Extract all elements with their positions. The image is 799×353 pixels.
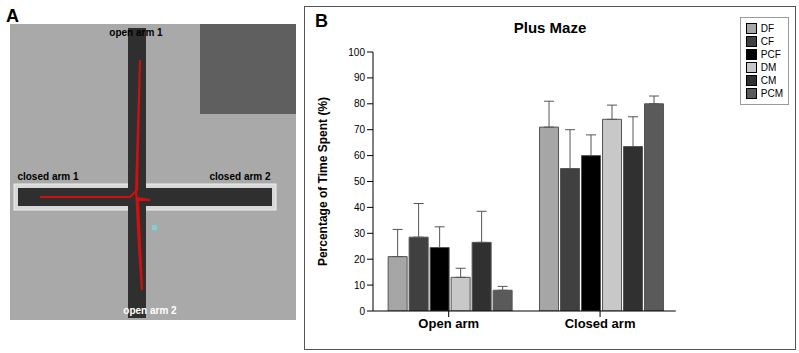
svg-text:A: A (6, 6, 19, 26)
svg-text:90: 90 (354, 72, 366, 83)
svg-text:Percentage of Time Spent (%): Percentage of Time Spent (%) (316, 97, 330, 266)
svg-text:Open arm: Open arm (418, 316, 479, 331)
svg-text:open arm 2: open arm 2 (123, 305, 177, 316)
svg-text:20: 20 (354, 254, 366, 265)
html-text:PCM: PCM (760, 88, 783, 99)
svg-text:0: 0 (359, 306, 365, 317)
html-text:DF: DF (760, 23, 775, 34)
html-text:DM: DM (760, 62, 777, 73)
svg-text:closed arm 1: closed arm 1 (17, 171, 79, 182)
svg-text:100: 100 (348, 47, 365, 58)
svg-text:60: 60 (354, 150, 366, 161)
svg-text:80: 80 (354, 98, 366, 109)
html-text:CM: CM (760, 75, 777, 86)
svg-text:open arm 1: open arm 1 (109, 27, 163, 38)
svg-text:Closed arm: Closed arm (565, 316, 636, 331)
html-text:B: B (315, 11, 328, 31)
svg-text:50: 50 (354, 176, 366, 187)
html-text:PCF: PCF (760, 49, 781, 60)
svg-text:30: 30 (354, 228, 366, 239)
svg-text:closed arm 2: closed arm 2 (209, 171, 271, 182)
svg-text:40: 40 (354, 202, 366, 213)
html-text:Plus Maze: Plus Maze (513, 19, 587, 36)
svg-text:10: 10 (354, 280, 366, 291)
html-text:CF: CF (760, 36, 775, 47)
svg-text:70: 70 (354, 124, 366, 135)
